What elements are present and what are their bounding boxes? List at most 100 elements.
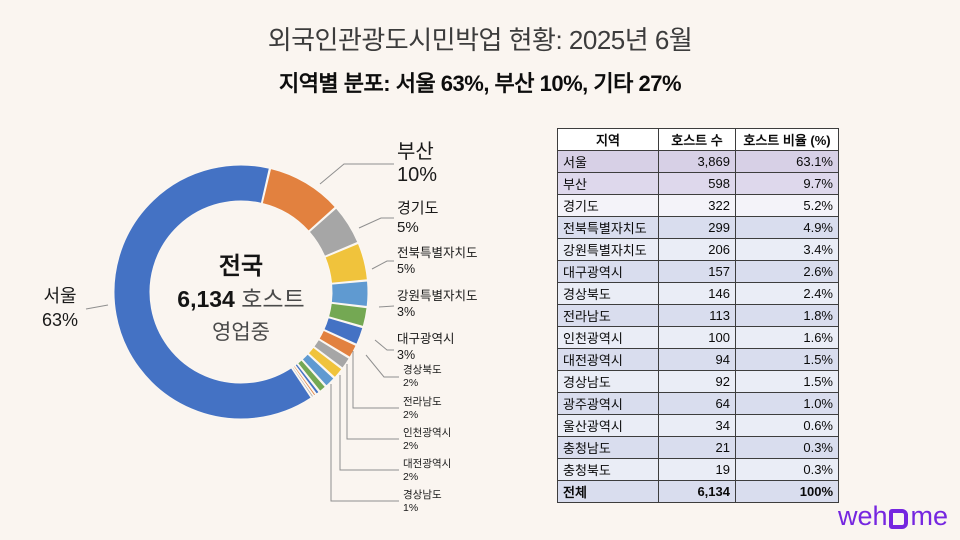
cell-host-count: 34 (658, 414, 736, 437)
cell-host-count: 3,869 (658, 150, 736, 173)
page-subtitle: 지역별 분포: 서울 63%, 부산 10%, 기타 27% (278, 71, 682, 96)
callout-강원특별자치도: 강원특별자치도 3% (397, 288, 478, 320)
table-row: 서울 3,869 63.1% (557, 150, 839, 173)
callout-region-name: 대구광역시 (397, 332, 455, 346)
cell-host-count: 64 (658, 392, 736, 415)
region-table-header: 지역 호스트 수 호스트 비율 (%) (557, 128, 839, 151)
cell-region: 강원특별자치도 (557, 238, 659, 261)
callout-region-pct: 10% (397, 164, 438, 186)
leader-line (374, 339, 394, 351)
callout-인천광역시: 인천광역시 2% (403, 427, 451, 453)
cell-host-share: 1.8% (735, 304, 839, 327)
cell-host-share: 0.6% (735, 414, 839, 437)
donut-segment-경기도 (308, 207, 359, 257)
callout-region-name: 경상남도 (403, 489, 442, 501)
cell-region: 전체 (557, 480, 659, 503)
donut-segment-경상북도 (323, 316, 364, 345)
cell-host-count: 206 (658, 238, 736, 261)
table-row: 충청남도 21 0.3% (557, 436, 839, 459)
table-row: 경기도 322 5.2% (557, 194, 839, 217)
col-header-host-count: 호스트 수 (658, 128, 736, 151)
donut-segment-충청북도 (291, 366, 315, 398)
cell-host-share: 4.9% (735, 216, 839, 239)
center-label-count: 6,134 호스트 (177, 286, 305, 312)
table-row: 강원특별자치도 206 3.4% (557, 238, 839, 261)
callout-경상남도: 경상남도 1% (403, 489, 442, 515)
cell-host-count: 19 (658, 458, 736, 481)
callout-region-name: 전라남도 (403, 396, 442, 408)
callout-region-pct: 2% (403, 409, 419, 421)
cell-host-share: 5.2% (735, 194, 839, 217)
callout-부산: 부산 10% (397, 141, 437, 187)
wehome-logo: weh me (838, 501, 948, 532)
leader-line (378, 305, 395, 308)
cell-region: 부산 (557, 172, 659, 195)
donut-segment-광주광역시 (296, 359, 327, 393)
leader-line (346, 364, 399, 440)
cell-host-count: 100 (658, 326, 736, 349)
table-row: 전북특별자치도 299 4.9% (557, 216, 839, 239)
cell-region: 서울 (557, 150, 659, 173)
cell-region: 충청북도 (557, 458, 659, 481)
table-row: 부산 598 9.7% (557, 172, 839, 195)
callout-경기도: 경기도 5% (397, 199, 438, 237)
callout-region-pct: 3% (397, 305, 416, 319)
logo-text-after: me (910, 501, 948, 531)
callout-region-name: 인천광역시 (403, 427, 452, 439)
callout-region-name: 대전광역시 (403, 458, 452, 470)
donut-segment-서울 (113, 164, 312, 420)
callout-region-pct: 5% (397, 262, 416, 276)
leader-line (319, 163, 394, 185)
callout-region-name: 경기도 (397, 200, 439, 217)
table-row: 대전광역시 94 1.5% (557, 348, 839, 371)
table-row: 대구광역시 157 2.6% (557, 260, 839, 283)
region-table: 지역 호스트 수 호스트 비율 (%) 서울 3,869 63.1% 부산 598 9.7… (557, 128, 839, 503)
callout-region-name: 부산 (397, 141, 434, 163)
callout-전라남도: 전라남도 2% (403, 396, 442, 422)
cell-host-share: 0.3% (735, 458, 839, 481)
donut-segment-울산광역시 (294, 363, 320, 395)
cell-region: 전북특별자치도 (557, 216, 659, 239)
callout-경상북도: 경상북도 2% (403, 364, 442, 390)
cell-host-count: 157 (658, 260, 736, 283)
cell-host-count: 322 (658, 194, 736, 217)
donut-segment-전라남도 (318, 329, 357, 358)
cell-host-share: 63.1% (735, 150, 839, 173)
cell-host-count: 6,134 (658, 480, 736, 503)
cell-region: 울산광역시 (557, 414, 659, 437)
donut-segment-충청남도 (292, 364, 317, 397)
cell-host-count: 299 (658, 216, 736, 239)
leader-line (352, 351, 399, 409)
table-row: 인천광역시 100 1.6% (557, 326, 839, 349)
cell-region: 대전광역시 (557, 348, 659, 371)
leader-line (339, 375, 399, 471)
cell-host-share: 3.4% (735, 238, 839, 261)
cell-region: 충청남도 (557, 436, 659, 459)
donut-segment-인천광역시 (313, 338, 350, 369)
cell-host-share: 2.6% (735, 260, 839, 283)
center-label-status: 영업중 (212, 321, 270, 344)
callout-region-pct: 2% (403, 377, 419, 389)
cell-host-share: 100% (735, 480, 839, 503)
cell-host-share: 1.6% (735, 326, 839, 349)
callout-전북특별자치도: 전북특별자치도 5% (397, 245, 478, 277)
donut-segment-대전광역시 (307, 346, 343, 379)
callout-region-name: 경상북도 (403, 364, 442, 376)
callout-region-name: 강원특별자치도 (397, 289, 478, 303)
callout-region-pct: 3% (397, 348, 416, 362)
cell-host-count: 146 (658, 282, 736, 305)
callout-대구광역시: 대구광역시 3% (397, 331, 455, 363)
cell-host-count: 113 (658, 304, 736, 327)
cell-host-share: 0.3% (735, 436, 839, 459)
callout-region-pct: 5% (397, 219, 419, 236)
table-row: 충청북도 19 0.3% (557, 458, 839, 481)
cell-host-count: 92 (658, 370, 736, 393)
table-row: 경상북도 146 2.4% (557, 282, 839, 305)
cell-host-count: 94 (658, 348, 736, 371)
cell-host-share: 1.5% (735, 348, 839, 371)
page-title: 외국인관광도시민박업 현황: 2025년 6월 (267, 25, 693, 55)
leader-line (358, 217, 394, 229)
col-header-region: 지역 (557, 128, 659, 151)
cell-host-share: 2.4% (735, 282, 839, 305)
cell-host-count: 21 (658, 436, 736, 459)
